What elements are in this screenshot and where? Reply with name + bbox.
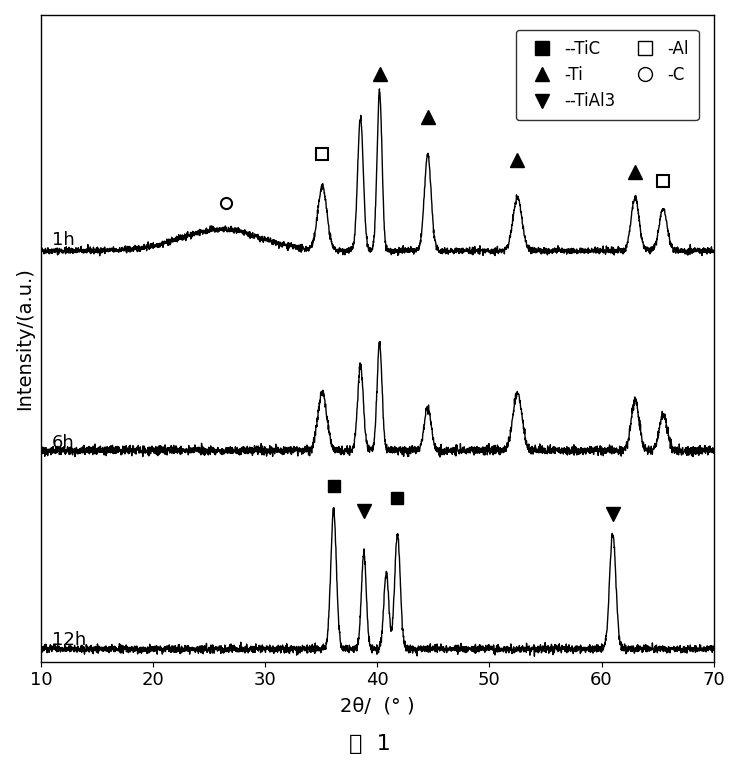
- Text: 1h: 1h: [52, 231, 75, 249]
- Y-axis label: Intensity/(a.u.): Intensity/(a.u.): [15, 267, 34, 409]
- Text: 12h: 12h: [52, 632, 87, 650]
- Legend: --TiC, -Ti, --TiAl3, -Al, -C: --TiC, -Ti, --TiAl3, -Al, -C: [516, 30, 699, 120]
- X-axis label: 2θ/  (° ): 2θ/ (° ): [340, 696, 414, 716]
- Text: 图  1: 图 1: [349, 733, 391, 754]
- Text: 6h: 6h: [52, 434, 75, 452]
